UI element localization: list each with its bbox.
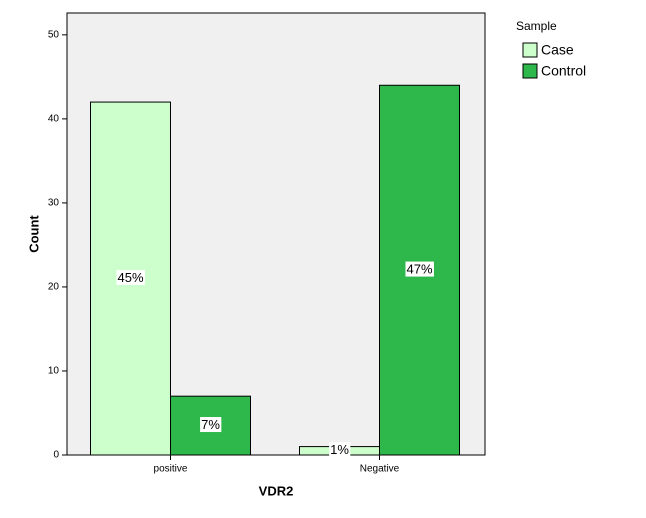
x-tick-label: Negative (360, 464, 400, 475)
y-tick-label: 10 (48, 366, 60, 377)
data-label: 47% (406, 262, 432, 277)
x-axis-label: VDR2 (259, 483, 294, 498)
data-label: 45% (117, 270, 143, 285)
legend-swatch (522, 63, 538, 79)
data-label: 1% (330, 442, 349, 457)
data-label-bg (329, 442, 351, 458)
y-tick-label: 30 (48, 198, 60, 209)
y-tick-label: 40 (48, 114, 60, 125)
x-tick-label: positive (154, 464, 188, 475)
y-tick-label: 0 (53, 450, 59, 461)
data-label: 7% (201, 417, 220, 432)
y-tick-label: 20 (48, 282, 60, 293)
legend-label: Case (541, 42, 574, 58)
legend-title: Sample (516, 19, 557, 33)
data-label-bg (200, 417, 222, 433)
y-tick-label: 50 (48, 29, 60, 40)
legend-swatch (522, 42, 538, 58)
legend-label: Control (541, 63, 586, 79)
data-label-bg (405, 261, 434, 277)
data-label-bg (116, 269, 145, 285)
y-axis-label: Count (26, 215, 41, 253)
